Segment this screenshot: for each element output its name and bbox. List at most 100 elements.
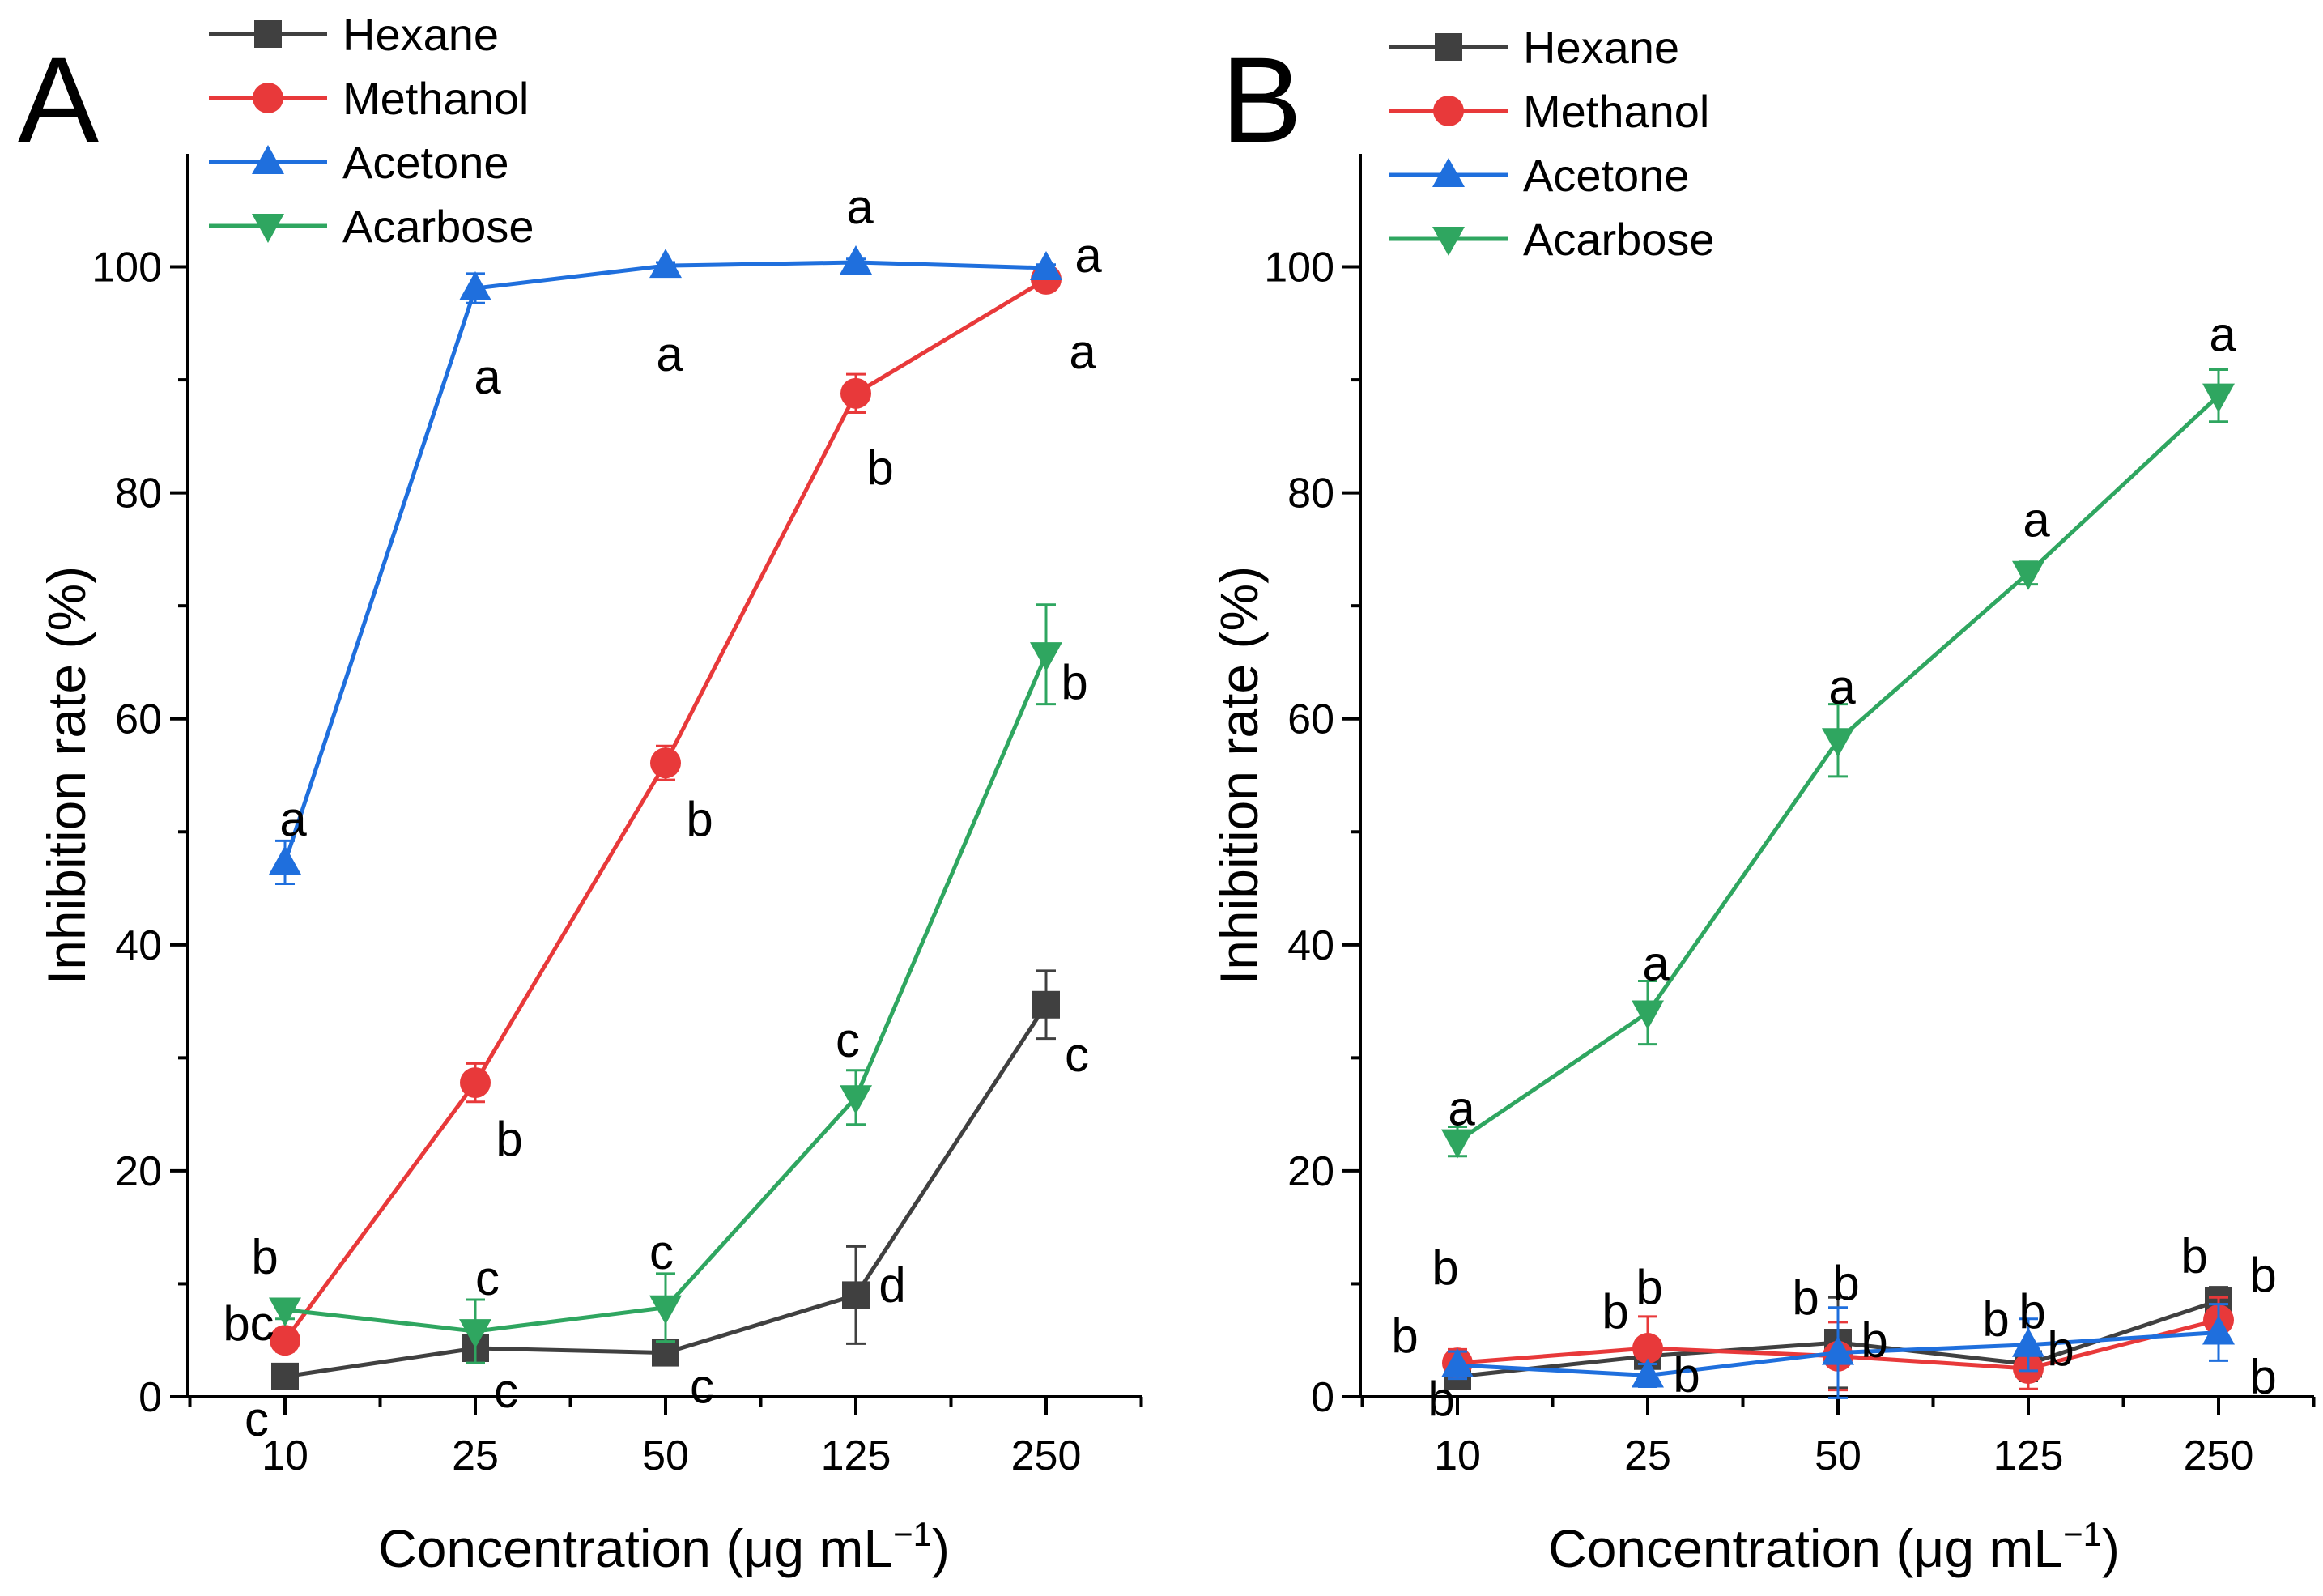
- panel-a-x-tick-label: 10: [262, 1432, 308, 1479]
- panel-b-significance-letter: b: [2047, 1321, 2074, 1376]
- panel-b-point-acetone: [1441, 1347, 1474, 1377]
- panel-b-significance-letter: a: [1642, 937, 1670, 991]
- panel-b-significance-letter: b: [1982, 1292, 2009, 1347]
- panel-a-significance-letter: b: [866, 440, 893, 495]
- panel-b-y-tick-label: 60: [1287, 696, 1334, 743]
- panel-a-significance-letter: b: [1061, 655, 1087, 709]
- panel-b-significance-letter: b: [1427, 1372, 1454, 1426]
- panel-b-point-methanol: [1632, 1332, 1663, 1364]
- panel-a-significance-letter: c: [494, 1364, 518, 1418]
- panel-b-point-acarbose: [2012, 560, 2044, 590]
- panel-b-significance-letter: a: [2023, 493, 2050, 547]
- panel-a-point-methanol: [460, 1067, 491, 1099]
- panel-b-label: B: [1221, 32, 1302, 168]
- panel-b-significance-letter: b: [2249, 1248, 2276, 1302]
- panel-b-y-tick-label: 80: [1287, 470, 1334, 517]
- panel-a-y-tick-label: 0: [138, 1374, 162, 1421]
- panel-a-legend-label-acarbose: Acarbose: [342, 201, 534, 252]
- panel-a-y-tick-label: 40: [115, 922, 162, 969]
- panel-a-label: A: [18, 32, 99, 168]
- panel-a-point-acarbose: [459, 1319, 491, 1349]
- panel-b-legend-label-acetone: Acetone: [1523, 150, 1690, 201]
- panel-a-point-acetone: [459, 271, 491, 301]
- panel-a-significance-letter: a: [279, 792, 307, 846]
- panel-a-significance-letter: a: [846, 180, 874, 234]
- panel-a-significance-letter: a: [1074, 228, 1102, 283]
- panel-b-significance-letter: b: [1792, 1270, 1819, 1325]
- panel-a-point-acarbose: [840, 1085, 872, 1115]
- panel-a-x-tick-label: 50: [642, 1432, 689, 1479]
- panel-a-significance-letter: c: [475, 1251, 500, 1305]
- panel-a-significance-letter: bc: [223, 1296, 274, 1351]
- panel-a-significance-letter: c: [836, 1013, 860, 1067]
- panel-a-y-axis-title: Inhibition rate (%): [36, 566, 96, 985]
- panel-b-legend-marker-acarbose: [1432, 227, 1465, 256]
- panel-a: A 0 20 40 60 80 100 10 25 50 125 250 Inhibition rate…: [18, 9, 1143, 1578]
- panel-a-legend-marker-methanol: [253, 83, 283, 113]
- panel-b-significance-letter: a: [1448, 1082, 1475, 1136]
- panel-b-significance-letter: b: [1432, 1241, 1458, 1295]
- panel-b-point-acarbose: [1441, 1129, 1474, 1159]
- panel-b-significance-letter: a: [1828, 660, 1856, 714]
- panel-a-significance-letter: b: [496, 1112, 522, 1166]
- panel-a-significance-letter: b: [686, 792, 713, 846]
- panel-b-point-acarbose: [1632, 1000, 1664, 1030]
- panel-a-x-tick-label: 125: [821, 1432, 891, 1479]
- panel-b-significance-letter: b: [1602, 1284, 1628, 1339]
- panel-a-point-acarbose: [649, 1295, 682, 1325]
- panel-b-significance-letter: b: [1673, 1347, 1700, 1402]
- panel-b-y-axis-title: Inhibition rate (%): [1209, 566, 1269, 985]
- panel-b-significance-letter: b: [2180, 1228, 2207, 1283]
- panel-a-significance-letter: c: [1065, 1028, 1089, 1082]
- panel-a-point-acetone: [269, 845, 301, 875]
- panel-a-point-hexane: [842, 1281, 870, 1309]
- panel-a-point-hexane: [271, 1362, 299, 1390]
- panel-b-significance-letter: b: [1391, 1309, 1418, 1363]
- panel-a-legend-marker-acarbose: [252, 214, 284, 243]
- panel-a-y-tick-label: 100: [91, 245, 162, 292]
- panel-b-significance-letter: b: [2249, 1349, 2276, 1403]
- panel-a-significance-letter: a: [656, 327, 683, 381]
- panel-a-series-acetone: [269, 245, 1062, 885]
- panel-a-series-methanol: [270, 263, 1062, 1356]
- panel-b-x-tick-label: 10: [1434, 1432, 1481, 1479]
- panel-b-legend-label-hexane: Hexane: [1523, 22, 1679, 73]
- panel-a-significance-letter: d: [879, 1258, 905, 1312]
- panel-b-legend: Hexane Methanol Acetone Acarbose: [1389, 22, 1715, 265]
- panel-b-point-acetone: [2012, 1327, 2044, 1357]
- panel-b: B 0 20 40 60 80 100 10 25 50 125 250 Inhibition rate…: [1209, 22, 2316, 1578]
- panel-a-point-acarbose: [269, 1297, 301, 1327]
- panel-a-significance-letter: a: [474, 350, 501, 404]
- panel-b-significance-letter: b: [1861, 1313, 1887, 1368]
- panel-a-point-acetone: [1030, 250, 1062, 280]
- panel-a-legend-marker-acetone: [252, 145, 284, 174]
- panel-a-point-methanol: [650, 747, 681, 779]
- panel-a-x-axis-title: Concentration (μg mL−1): [378, 1515, 950, 1578]
- panel-b-y-tick-label: 20: [1287, 1148, 1334, 1195]
- panel-b-point-acetone: [2202, 1315, 2235, 1345]
- panel-a-point-methanol: [840, 377, 871, 409]
- panel-a-point-methanol: [270, 1325, 300, 1356]
- panel-a-point-acetone: [649, 249, 682, 279]
- panel-b-x-tick-label: 25: [1624, 1432, 1671, 1479]
- panel-a-legend-label-acetone: Acetone: [342, 137, 509, 188]
- panel-a-significance-letter: c: [690, 1360, 714, 1414]
- panel-a-point-hexane: [1032, 990, 1060, 1019]
- panel-b-legend-marker-hexane: [1435, 33, 1462, 61]
- panel-b-significance-letter: a: [2209, 308, 2236, 362]
- panel-a-series-acarbose: [269, 603, 1062, 1364]
- panel-a-significance-letter: a: [1069, 325, 1096, 379]
- panel-b-x-tick-label: 125: [1993, 1432, 2064, 1479]
- panel-b-y-tick-label: 40: [1287, 922, 1334, 969]
- panel-b-x-axis-title: Concentration (μg mL−1): [1548, 1515, 2120, 1578]
- panel-b-y-tick-label: 0: [1311, 1374, 1334, 1421]
- panel-a-point-acarbose: [1030, 642, 1062, 672]
- panel-b-significance-letter: b: [2019, 1284, 2045, 1339]
- panel-b-x-tick-label: 50: [1815, 1432, 1861, 1479]
- panel-b-significance-letter: b: [1636, 1260, 1662, 1314]
- panel-b-series-acetone: [1441, 1303, 2235, 1399]
- panel-a-significance-letter: b: [251, 1230, 278, 1284]
- panel-b-legend-marker-methanol: [1433, 96, 1464, 126]
- panel-a-legend-marker-hexane: [254, 20, 282, 48]
